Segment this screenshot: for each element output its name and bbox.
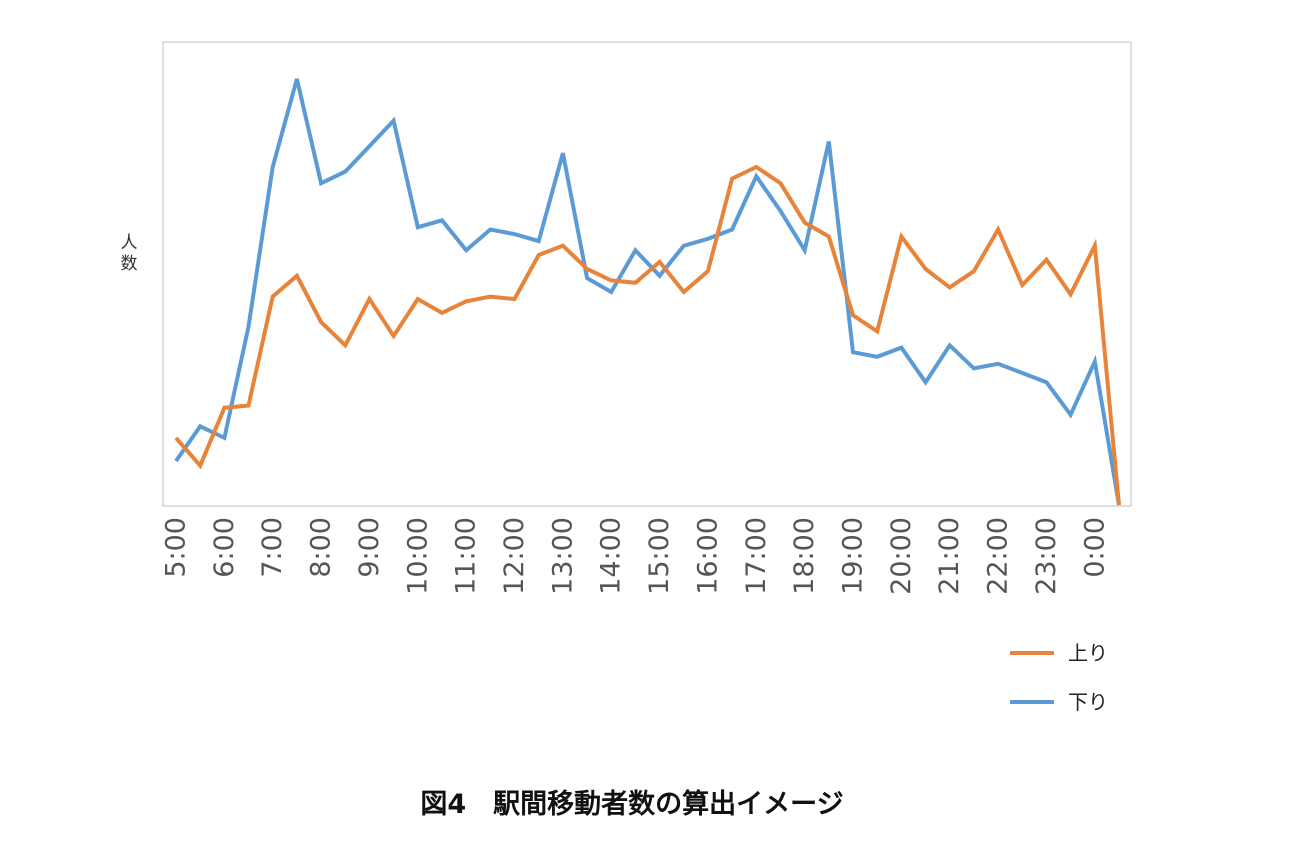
x-tick-label: 9:00: [354, 517, 385, 578]
x-tick-label: 17:00: [741, 517, 772, 595]
series-line-up: [174, 164, 1121, 506]
x-tick-label: 10:00: [402, 517, 433, 595]
x-tick-label: 7:00: [257, 517, 288, 578]
series-line-down: [174, 78, 1121, 506]
x-tick-label: 20:00: [886, 517, 917, 595]
y-axis-label-char: 数: [121, 254, 138, 274]
x-tick-label: 5:00: [161, 517, 192, 578]
legend-label: 下り: [1068, 690, 1108, 714]
y-axis-label-char: 人: [121, 233, 138, 253]
legend-item: 上り: [1010, 641, 1108, 665]
x-tick-label: 22:00: [983, 517, 1014, 595]
x-axis-tick-labels: 5:00 6:00 7:00 8:00 9:00 10:00 11:00 12:00 13:00…: [161, 517, 1111, 595]
legend-item: 下り: [1010, 690, 1108, 714]
x-tick-label: 14:00: [596, 517, 627, 595]
y-axis-label: 人数: [121, 233, 138, 274]
x-tick-label: 15:00: [644, 517, 675, 595]
figure-caption: 図4 駅間移動者数の算出イメージ: [420, 789, 844, 820]
x-tick-label: 18:00: [789, 517, 820, 595]
x-tick-label: 16:00: [692, 517, 723, 595]
x-tick-label: 6:00: [209, 517, 240, 578]
x-tick-label: 23:00: [1031, 517, 1062, 595]
plot-area: [162, 41, 1132, 507]
x-tick-label: 21:00: [934, 517, 965, 595]
x-tick-label: 8:00: [306, 517, 337, 578]
x-tick-label: 11:00: [451, 517, 482, 595]
x-tick-label: 12:00: [499, 517, 530, 595]
x-tick-label: 19:00: [838, 517, 869, 595]
legend-label: 上り: [1068, 641, 1108, 665]
x-tick-label: 13:00: [547, 517, 578, 595]
series-lines: [174, 78, 1121, 506]
x-tick-label: 0:00: [1079, 517, 1110, 578]
